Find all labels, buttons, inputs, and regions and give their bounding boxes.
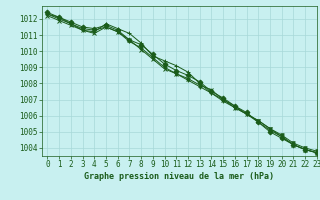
X-axis label: Graphe pression niveau de la mer (hPa): Graphe pression niveau de la mer (hPa) [84,172,274,181]
